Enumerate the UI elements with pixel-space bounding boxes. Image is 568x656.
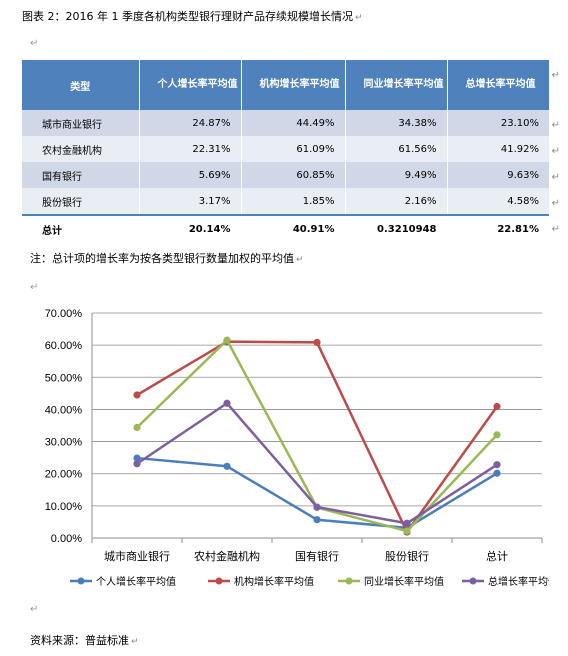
data-point xyxy=(133,391,141,399)
row-end-mark: ↵ xyxy=(551,120,560,131)
legend-marker xyxy=(215,577,223,585)
table-cell: 城市商业银行 xyxy=(22,110,140,136)
table-row: 农村金融机构 22.31% 61.09% 61.56% 41.92% xyxy=(22,136,549,162)
table-cell: 股份银行 xyxy=(22,188,140,215)
table-cell: 61.56% xyxy=(345,136,448,162)
legend-label: 总增长率平均值 xyxy=(488,575,549,588)
data-point xyxy=(313,338,321,347)
chart-legend: 个人增长率平均值 机构增长率平均值 同业增长率平均值 总增长率平均值 xyxy=(70,575,549,588)
header-cell-institution: 机构增长率平均值 xyxy=(241,60,346,110)
y-tick-label: 30.00% xyxy=(45,437,83,449)
caption-text: 图表 2：2016 年 1 季度各机构类型银行理财产品存续规模增长情况 xyxy=(22,10,353,23)
table-cell: 24.87% xyxy=(139,110,242,136)
table-cell: 60.85% xyxy=(241,162,346,188)
data-point xyxy=(133,460,141,468)
row-end-mark: ↵ xyxy=(551,198,560,209)
data-point xyxy=(223,336,231,344)
table-cell: 23.10% xyxy=(447,110,549,136)
series-line-3 xyxy=(136,338,498,533)
figure-caption: 图表 2：2016 年 1 季度各机构类型银行理财产品存续规模增长情况 ↵ xyxy=(22,8,363,24)
chart-series xyxy=(133,336,501,536)
table-cell: 2.16% xyxy=(345,188,448,215)
source-note: 资料来源：普益标准 ↵ xyxy=(30,634,139,647)
y-tick-label: 70.00% xyxy=(45,308,83,320)
header-cell-type: 类型 xyxy=(22,60,140,110)
data-point xyxy=(403,527,411,535)
data-point xyxy=(133,423,141,432)
table-cell: 0.3210948 xyxy=(345,214,448,242)
table-cell: 9.63% xyxy=(447,162,549,188)
table-header-row: 类型 个人增长率平均值 机构增长率平均值 同业增长率平均值 总增长率平均值 xyxy=(22,60,549,110)
table-row: 国有银行 5.69% 60.85% 9.49% 9.63% xyxy=(22,162,549,188)
table-row: 股份银行 3.17% 1.85% 2.16% 4.58% xyxy=(22,188,549,215)
table-cell: 44.49% xyxy=(241,110,346,136)
table-cell: 34.38% xyxy=(345,110,448,136)
legend-label: 机构增长率平均值 xyxy=(234,575,314,588)
table-cell: 3.17% xyxy=(139,188,242,215)
x-tick-label: 国有银行 xyxy=(295,549,339,563)
data-point xyxy=(493,469,501,477)
header-cell-interbank: 同业增长率平均值 xyxy=(345,60,448,110)
line-chart: 0.00% 10.00% 20.00% 30.00% 40.00% 50.00% 60.00… xyxy=(45,308,549,588)
legend-label: 个人增长率平均值 xyxy=(96,575,176,588)
table-cell: 9.49% xyxy=(345,162,448,188)
header-cell-personal: 个人增长率平均值 xyxy=(139,60,242,110)
table-cell: 61.09% xyxy=(241,136,346,162)
growth-table: 类型 个人增长率平均值 机构增长率平均值 同业增长率平均值 总增长率平均值 城市… xyxy=(22,60,549,242)
paragraph-mark: ↵ xyxy=(30,604,39,615)
row-end-mark: ↵ xyxy=(551,70,560,81)
row-end-mark: ↵ xyxy=(551,146,560,157)
x-tick-label: 城市商业银行 xyxy=(104,549,170,563)
legend-label: 同业增长率平均值 xyxy=(364,575,444,588)
data-point xyxy=(403,519,411,527)
paragraph-mark: ↵ xyxy=(30,38,39,49)
table-cell: 总计 xyxy=(22,214,140,242)
table-cell: 农村金融机构 xyxy=(22,136,140,162)
table-cell: 41.92% xyxy=(447,136,549,162)
y-tick-label: 50.00% xyxy=(45,372,83,384)
data-point xyxy=(493,431,501,439)
y-tick-label: 40.00% xyxy=(45,404,83,416)
chart-axes: 0.00% 10.00% 20.00% 30.00% 40.00% 50.00% 60.00… xyxy=(45,308,543,563)
paragraph-mark: ↵ xyxy=(30,282,39,293)
table-cell: 1.85% xyxy=(241,188,346,215)
y-tick-label: 60.00% xyxy=(45,340,83,352)
legend-marker xyxy=(469,577,477,585)
row-end-mark: ↵ xyxy=(551,224,560,235)
data-point xyxy=(493,461,501,469)
y-tick-label: 20.00% xyxy=(45,469,83,481)
table-cell: 40.91% xyxy=(241,214,346,242)
data-point xyxy=(223,462,231,470)
data-point xyxy=(313,503,321,511)
table-total-row: 总计 20.14% 40.91% 0.3210948 22.81% xyxy=(22,214,549,242)
data-point xyxy=(133,454,141,462)
legend-marker xyxy=(77,577,85,585)
x-tick-label: 农村金融机构 xyxy=(194,549,260,563)
data-point xyxy=(223,399,231,407)
table-note: 注：总计项的增长率为按各类型银行数量加权的平均值 ↵ xyxy=(30,252,304,265)
y-tick-label: 0.00% xyxy=(51,533,82,545)
table-cell: 22.81% xyxy=(447,214,549,242)
table-cell: 4.58% xyxy=(447,188,549,215)
header-cell-total: 总增长率平均值 xyxy=(447,60,549,110)
table-cell: 5.69% xyxy=(139,162,242,188)
return-mark: ↵ xyxy=(354,13,363,23)
row-end-mark: ↵ xyxy=(551,172,560,183)
table-cell: 22.31% xyxy=(139,136,242,162)
data-point xyxy=(313,516,321,524)
y-tick-label: 10.00% xyxy=(45,501,83,513)
table-cell: 20.14% xyxy=(139,214,242,242)
x-tick-label: 股份银行 xyxy=(385,549,429,563)
legend-marker xyxy=(345,577,353,585)
table-cell: 国有银行 xyxy=(22,162,140,188)
x-tick-label: 总计 xyxy=(486,549,508,563)
table-row: 城市商业银行 24.87% 44.49% 34.38% 23.10% xyxy=(22,110,549,136)
data-point xyxy=(493,402,501,411)
